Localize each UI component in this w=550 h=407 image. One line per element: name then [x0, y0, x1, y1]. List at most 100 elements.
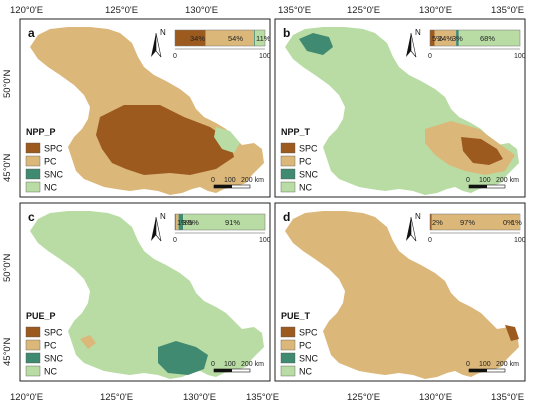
bar-percent-label-0-c: 1%	[177, 218, 188, 227]
top-lon-label-4: 135°0'E	[278, 5, 311, 16]
legend-swatch-pc-d	[280, 339, 296, 351]
legend-swatch-spc-d	[280, 326, 296, 338]
legend-swatch-snc-d	[280, 352, 296, 364]
top-lon-label-1: 120°0'E	[10, 5, 43, 16]
bar-percent-label-0-d: 2%	[432, 218, 443, 227]
scale-label-2-c: 200 km	[241, 361, 264, 368]
bar-segment-snc-b	[456, 30, 459, 46]
bar-percent-label-0-a: 34%	[190, 34, 205, 43]
bar-segment-pc-a	[205, 30, 255, 46]
bar-segment-spc-c	[175, 214, 176, 230]
legend-label-nc-c: NC	[44, 367, 57, 377]
bar-segment-pc-b	[434, 30, 457, 46]
scale-label-2-b: 200 km	[496, 177, 519, 184]
bar-outline-d	[429, 213, 521, 231]
left-lat-label-2: 45°0'N	[2, 154, 13, 182]
top-lon-label-6: 130°0'E	[419, 5, 452, 16]
bar-axis-min-d: 0	[428, 237, 432, 244]
scale-bar-black-segment-b	[469, 185, 487, 188]
bar-percent-label-1-b: 24%	[438, 34, 453, 43]
bar-axis-max-b: 100	[514, 53, 526, 60]
scale-label-0-d: 0	[466, 361, 470, 368]
spc-zone-d	[505, 325, 519, 341]
legend-swatch-spc-b	[280, 142, 296, 154]
legend-swatch-nc-a	[25, 181, 41, 193]
north-arrow-left-half	[151, 33, 156, 57]
bar-percent-label-3-b: 68%	[480, 34, 495, 43]
panel-a: a NPP_P	[26, 26, 264, 195]
bar-segment-spc-b	[430, 30, 435, 46]
scale-bar-black-segment-d	[469, 369, 487, 372]
bar-percent-label-1-d: 97%	[460, 218, 475, 227]
legend-label-spc-b: SPC	[299, 144, 318, 154]
bar-segment-snc-c	[178, 214, 184, 230]
overlay-b: SPC PC SNC NC N 5%24%3% 68% 0 100 0 100 200 km	[280, 28, 526, 193]
scale-label-2-d: 200 km	[496, 361, 519, 368]
scale-label-0-b: 0	[466, 177, 470, 184]
overlay-a: SPC PC SNC NC N 34% 54% 11% 0 100 0 100 200 km	[25, 28, 271, 193]
bar-outline-c	[174, 213, 266, 231]
scale-label-1-c: 100	[224, 361, 236, 368]
north-label-c: N	[160, 212, 166, 221]
legend-swatch-snc-c	[25, 352, 41, 364]
panel-frame-d	[274, 202, 526, 382]
legend-label-pc-b: PC	[299, 157, 312, 167]
bar-segment-spc-d	[430, 214, 432, 230]
north-arrow-right-half	[410, 216, 417, 242]
legend-title-d: PUE_T	[281, 311, 311, 321]
bar-percent-label-0-b: 5%	[432, 34, 443, 43]
bar-percent-label-3-d: 1%	[511, 218, 522, 227]
pc-zone-c	[80, 335, 96, 349]
legend-swatch-spc-c	[25, 326, 41, 338]
left-lat-label-3: 50°0'N	[2, 254, 13, 282]
legend-title-b: NPP_T	[281, 127, 311, 137]
panel-frame-a	[19, 18, 271, 198]
left-lat-label-1: 50°0'N	[2, 70, 13, 98]
bar-axis-max-d: 100	[514, 237, 526, 244]
legend-swatch-pc-b	[280, 155, 296, 167]
panel-letter-a: a	[28, 26, 35, 40]
bottom-lon-label-2: 125°0'E	[100, 392, 133, 403]
bottom-lon-label-1: 120°0'E	[10, 392, 43, 403]
legend-title-c: PUE_P	[26, 311, 56, 321]
north-arrow-icon-d: N	[406, 212, 421, 242]
north-arrow-right-half	[155, 216, 162, 242]
panel-b: b NPP_T	[281, 26, 519, 195]
north-arrow-right-half	[155, 32, 162, 58]
scale-label-0-c: 0	[211, 361, 215, 368]
bar-percent-label-1-a: 54%	[228, 34, 243, 43]
north-label-d: N	[415, 212, 421, 221]
bar-axis-max-c: 100	[259, 237, 271, 244]
bar-segment-pc-c	[175, 214, 179, 230]
top-lon-label-2: 125°0'E	[105, 5, 138, 16]
region-map-c	[30, 211, 264, 379]
panel-frame-b	[274, 18, 526, 198]
bottom-lon-label-5: 125°0'E	[347, 392, 380, 403]
left-lat-label-4: 45°0'N	[2, 338, 13, 366]
bar-segment-nc-b	[458, 30, 520, 46]
bar-segment-nc-a	[255, 30, 265, 46]
bar-segment-pc-d	[431, 214, 520, 230]
nc-zone-a	[214, 127, 240, 153]
top-lon-label-3: 130°0'E	[185, 5, 218, 16]
panel-letter-b: b	[283, 26, 290, 40]
legend-label-snc-b: SNC	[299, 170, 319, 180]
legend-label-pc-c: PC	[44, 341, 57, 351]
overlay-d: SPC PC SNC NC N 2% 97% 0%1% 0 100 0 100 200 km	[280, 212, 526, 377]
legend-swatch-snc-b	[280, 168, 296, 180]
legend-swatch-nc-c	[25, 365, 41, 377]
panel-frame-c	[19, 202, 271, 382]
bottom-lon-label-6: 130°0'E	[419, 392, 452, 403]
bar-percent-label-2-b: 3%	[452, 34, 463, 43]
legend-label-snc-c: SNC	[44, 354, 64, 364]
region-map-d	[285, 211, 519, 379]
bar-percent-label-2-c: 5%	[188, 218, 199, 227]
panel-letter-c: c	[28, 210, 35, 224]
north-label-b: N	[415, 28, 421, 37]
scale-label-1-b: 100	[479, 177, 491, 184]
bar-percent-label-3-c: 91%	[225, 218, 240, 227]
legend-label-nc-a: NC	[44, 183, 57, 193]
legend-label-spc-d: SPC	[299, 328, 318, 338]
legend-swatch-spc-a	[25, 142, 41, 154]
